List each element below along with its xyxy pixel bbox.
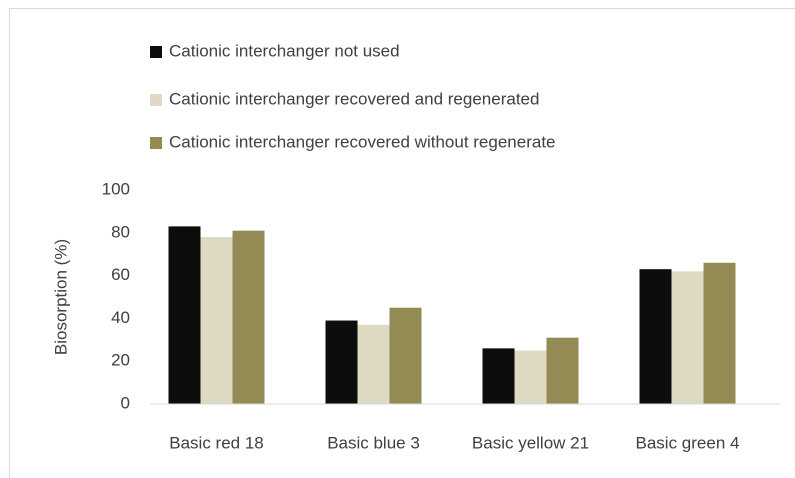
bar [232,230,265,404]
bar [168,226,201,404]
bar [357,324,390,404]
bar [703,262,736,404]
x-tick-label: Basic green 4 [636,433,740,452]
y-axis-label: Biosorption (%) [51,239,70,355]
y-tick-label: 100 [102,179,130,198]
bar [389,307,422,404]
bar [639,269,672,404]
y-tick-label: 0 [121,393,130,412]
x-tick-label: Basic blue 3 [327,433,420,452]
y-tick-label: 80 [111,222,130,241]
bar [546,337,579,404]
legend-label: Cationic interchanger not used [169,41,400,60]
chart-border [9,8,795,478]
bar [325,320,358,404]
bar [671,271,704,404]
legend-swatch [150,46,162,58]
legend-swatch [150,94,162,106]
bar [514,350,547,404]
bar [482,348,515,404]
x-tick-label: Basic yellow 21 [472,433,589,452]
legend-label: Cationic interchanger recovered without … [169,132,556,151]
legend-swatch [150,137,162,149]
x-tick-label: Basic red 18 [169,433,264,452]
y-tick-label: 60 [111,265,130,284]
legend-label: Cationic interchanger recovered and rege… [169,89,539,108]
bar [200,237,233,404]
y-tick-label: 20 [111,351,130,370]
y-tick-label: 40 [111,308,130,327]
